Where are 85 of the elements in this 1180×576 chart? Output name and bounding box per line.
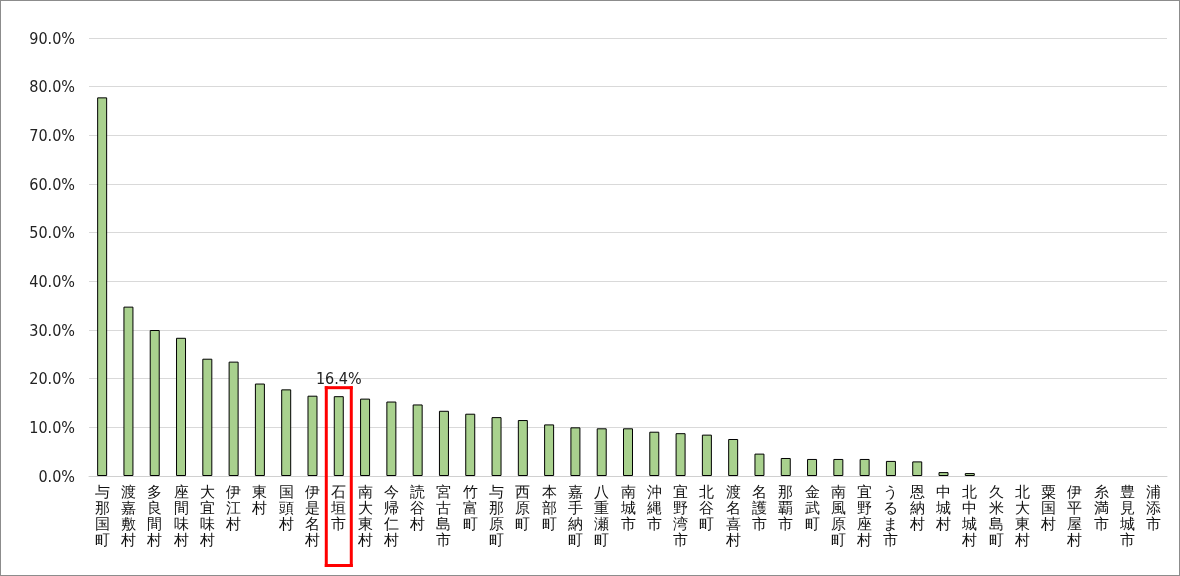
x-tick-label: 中城村	[935, 483, 952, 533]
x-tick-label: 嘉手納町	[567, 483, 583, 549]
x-tick-label: 八重瀬町	[594, 483, 610, 549]
x-tick-label: 今帰仁村	[382, 483, 399, 549]
x-tick-label: 本部町	[541, 483, 557, 533]
x-tick-label: 伊江村	[225, 483, 242, 533]
x-tick-label: 伊平屋村	[1066, 483, 1083, 549]
bar	[596, 428, 607, 476]
x-tick-label: 竹富町	[462, 483, 478, 533]
x-tick-label: 久米島町	[988, 483, 1004, 549]
x-tick-label: 那覇市	[778, 483, 794, 533]
bar	[544, 424, 555, 476]
x-tick-label: 粟国村	[1040, 483, 1057, 533]
bar	[833, 458, 844, 476]
bar	[307, 395, 318, 476]
y-tick-label: 10.0%	[29, 417, 75, 437]
x-tick-label: 宮古島市	[436, 483, 452, 549]
bar	[859, 458, 870, 476]
x-tick-label: 西原町	[515, 483, 531, 533]
bar	[754, 453, 765, 476]
bar	[438, 410, 449, 476]
x-tick-label: 与那国町	[94, 483, 110, 549]
x-tick-label: 糸満市	[1093, 483, 1109, 533]
bar	[228, 361, 239, 476]
x-tick-label: 浦添市	[1146, 483, 1162, 533]
y-tick-label: 20.0%	[29, 369, 75, 389]
x-tick-label: 豊見城市	[1119, 483, 1136, 549]
y-tick-label: 60.0%	[29, 174, 75, 194]
bar	[623, 428, 633, 476]
y-tick-label: 90.0%	[29, 28, 75, 48]
x-tick-label: 多良間村	[146, 483, 163, 549]
bar	[780, 457, 791, 476]
bar	[412, 404, 423, 476]
x-tick-label: 沖縄市	[645, 483, 662, 533]
x-tick-label: 恩納村	[908, 483, 925, 533]
x-tick-label: 北中城村	[961, 483, 978, 549]
bar	[465, 413, 476, 476]
x-tick-label: 北谷町	[699, 483, 715, 533]
x-tick-label: 南風原町	[830, 483, 846, 549]
bar	[254, 383, 265, 476]
bar	[176, 337, 187, 476]
bar	[202, 358, 213, 476]
bar	[517, 420, 528, 476]
x-tick-label: 渡嘉敷村	[119, 483, 136, 549]
y-tick-label: 30.0%	[29, 320, 75, 340]
x-tick-label: 伊是名村	[303, 483, 320, 549]
y-tick-label: 80.0%	[29, 77, 75, 97]
x-tick-label: 金武町	[804, 483, 820, 533]
y-tick-label: 50.0%	[29, 223, 75, 243]
bar	[912, 461, 923, 476]
x-tick-label: 大宜味村	[198, 483, 215, 549]
bar	[675, 433, 686, 476]
x-tick-label: 南大東村	[356, 483, 373, 549]
bar	[149, 330, 160, 476]
bar	[701, 434, 712, 476]
x-tick-label: 宜野座村	[856, 483, 873, 549]
x-tick-label: 石垣市	[330, 483, 347, 533]
bar	[491, 417, 502, 476]
bar	[97, 97, 108, 476]
bar	[649, 431, 660, 476]
bar	[728, 439, 739, 476]
x-tick-label: 宜野湾市	[673, 483, 689, 549]
bar	[807, 458, 818, 476]
bar	[938, 472, 949, 476]
y-tick-label: 70.0%	[29, 125, 75, 145]
bar	[333, 396, 344, 476]
bar	[360, 398, 371, 476]
data-label: 16.4%	[315, 368, 362, 388]
x-tick-label: 読谷村	[409, 483, 426, 533]
bar	[570, 427, 581, 476]
x-tick-label: 渡名喜村	[724, 483, 741, 549]
x-tick-label: 与那原町	[489, 483, 505, 549]
bar	[281, 389, 292, 476]
x-tick-label: 南城市	[619, 483, 636, 533]
x-tick-label: 北大東村	[1013, 483, 1030, 549]
bar	[386, 401, 397, 476]
bar	[885, 460, 896, 476]
y-tick-label: 0.0%	[38, 466, 75, 486]
bar	[123, 306, 134, 476]
x-tick-label: 東村	[251, 483, 268, 517]
y-tick-label: 40.0%	[29, 271, 75, 291]
x-tick-label: 座間味村	[172, 483, 189, 549]
x-tick-label: 名護市	[751, 483, 767, 533]
x-tick-label: 国頭村	[277, 483, 294, 533]
x-tick-label: うるま市	[883, 483, 899, 549]
